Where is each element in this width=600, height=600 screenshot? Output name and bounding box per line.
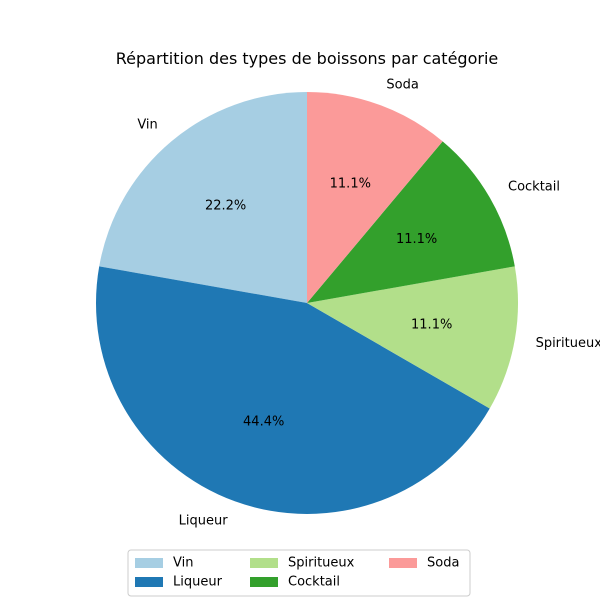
- legend-label-vin: Vin: [173, 556, 193, 571]
- pie-slice-soda: [307, 92, 443, 303]
- legend-label-liqueur: Liqueur: [173, 575, 223, 590]
- percentage-label-liqueur: 44.4%: [243, 414, 284, 429]
- percentage-label-vin: 22.2%: [205, 199, 246, 214]
- legend-swatch-liqueur: [135, 577, 163, 587]
- category-label-soda: Soda: [386, 77, 418, 92]
- category-label-spiritueux: Spiritueux: [536, 336, 600, 351]
- pie-slice-vin: [99, 92, 307, 303]
- percentage-labels: 22.2% 44.4% 11.1% 11.1% 11.1%: [205, 177, 452, 430]
- pie-slice-spiritueux: [307, 266, 518, 409]
- pie-slice-liqueur: [96, 266, 490, 515]
- category-label-vin: Vin: [137, 118, 157, 133]
- category-label-cocktail: Cocktail: [508, 179, 560, 194]
- legend-frame: [127, 549, 471, 597]
- percentage-label-soda: 11.1%: [330, 177, 371, 192]
- pie-slices: [96, 92, 518, 515]
- legend-swatch-soda: [389, 558, 417, 568]
- chart-title: Répartition des types de boissons par ca…: [116, 49, 498, 68]
- legend-swatch-cocktail: [250, 577, 278, 587]
- pie-slice-cocktail: [307, 141, 515, 303]
- legend-swatch-vin: [135, 558, 163, 568]
- category-label-liqueur: Liqueur: [179, 514, 229, 529]
- legend-label-cocktail: Cocktail: [288, 575, 340, 590]
- percentage-label-spiritueux: 11.1%: [411, 317, 452, 332]
- legend: Vin Liqueur Spiritueux Cocktail Soda: [127, 549, 471, 597]
- legend-label-spiritueux: Spiritueux: [288, 556, 355, 571]
- category-labels: Vin Liqueur Spiritueux Cocktail Soda: [137, 77, 600, 528]
- percentage-label-cocktail: 11.1%: [396, 232, 437, 247]
- legend-swatch-spiritueux: [250, 558, 278, 568]
- legend-label-soda: Soda: [427, 556, 459, 571]
